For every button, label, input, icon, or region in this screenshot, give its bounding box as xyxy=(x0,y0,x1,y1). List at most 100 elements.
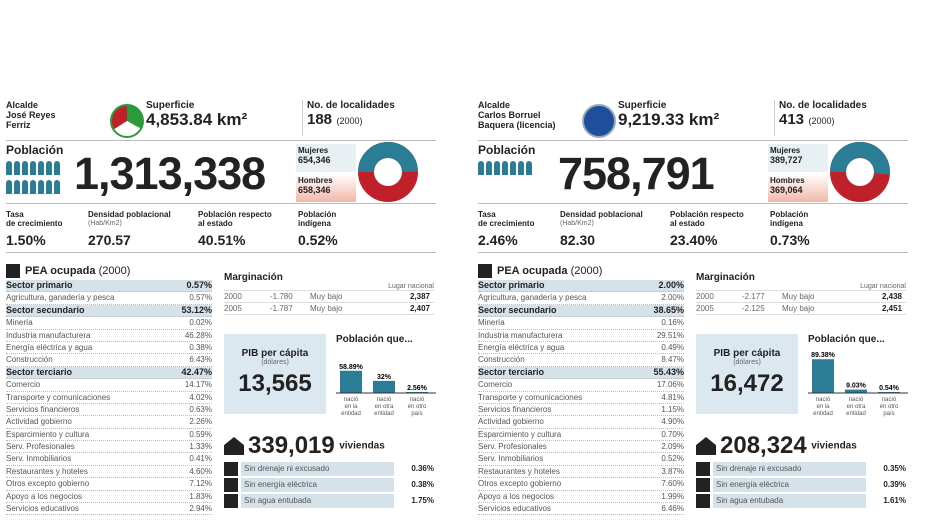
people-icon xyxy=(478,161,538,180)
pea-row: Sector secundario 38.65% xyxy=(478,304,684,318)
bar xyxy=(845,389,867,393)
bar-category-label: nació xyxy=(816,397,831,403)
worker-icon xyxy=(6,264,20,279)
vivienda-icon xyxy=(224,462,238,476)
vivienda-row: Sin agua entubada 1.61% xyxy=(696,494,908,508)
superficie: Superficie 9,219.33 km² xyxy=(618,100,720,129)
pea-row: Comercio 17.06% xyxy=(478,379,684,392)
localidades: No. de localidades 188 (2000) xyxy=(302,100,437,136)
vivienda-icon xyxy=(696,478,710,492)
pea-row: Apoyo a los negocios 1.99% xyxy=(478,491,684,504)
pea-row: Sector primario 2.00% xyxy=(478,280,684,293)
pea-row: Construcción 6.43% xyxy=(6,354,212,367)
pea-row: Energía eléctrica y agua 0.49% xyxy=(478,342,684,355)
pri-logo-icon xyxy=(110,104,144,138)
pea-row: Serv. Profesionales 2.09% xyxy=(478,441,684,454)
pea-row: Serv. Inmobiliarios 0.52% xyxy=(478,453,684,466)
pea-row: Construcción 8.47% xyxy=(478,354,684,367)
pea-row: Serv. Profesionales 1.33% xyxy=(6,441,212,454)
pea-row: Restaurantes y hoteles 4.60% xyxy=(6,466,212,479)
bar-category-label: en otra xyxy=(375,404,394,410)
pea-row: Actividad gobierno 4.90% xyxy=(478,416,684,429)
poblacion-que: Población que... 58.89% nació en la entidad… xyxy=(332,334,436,424)
bar-category-label: nació xyxy=(882,397,897,403)
pea-row: Agricultura, ganadería y pesca 2.00% xyxy=(478,292,684,305)
bar-category-label: entidad xyxy=(374,411,394,417)
vivienda-row: Sin energía eléctrica 0.39% xyxy=(696,478,908,492)
pea-table: PEA ocupada (2000) Sector primario 2.00% A… xyxy=(478,262,684,516)
poblacion-respecto: Población respecto al estado 23.40% xyxy=(670,210,744,248)
pib-per-capita: PIB per cápita (dólares) 13,565 xyxy=(224,334,326,414)
bar-value-label: 58.89% xyxy=(339,364,364,371)
municipality-panel-right: Alcalde Carlos Borruel Baquera (licencia) … xyxy=(478,96,908,521)
pea-row: Esparcimiento y cultura 0.70% xyxy=(478,429,684,442)
marginacion: Marginación Lugar nacional 2000 -2.177 Muy… xyxy=(696,272,906,315)
mayor: Alcalde José Reyes Ferriz xyxy=(6,100,56,130)
pea-row: Minería 0.16% xyxy=(478,317,684,330)
viviendas: 208,324 viviendas Sin drenaje ni excusad… xyxy=(696,432,908,508)
pea-row: Transporte y comunicaciones 4.81% xyxy=(478,392,684,404)
vivienda-row: Sin agua entubada 1.75% xyxy=(224,494,436,508)
pea-row: Energía eléctrica y agua 0.38% xyxy=(6,342,212,355)
bar-value-label: 32% xyxy=(377,374,392,381)
pea-row: Servicios educativos 2.94% xyxy=(6,503,212,516)
pea-row: Actividad gobierno 2.26% xyxy=(6,416,212,429)
bar-category-label: país xyxy=(883,411,894,417)
bar-value-label: 9.03% xyxy=(846,383,867,390)
donut-women-slice xyxy=(358,142,418,173)
bar-category-label: nació xyxy=(377,397,392,403)
bar-category-label: en otro xyxy=(880,404,899,410)
bar-category-label: en la xyxy=(816,404,830,410)
pea-row: Esparcimiento y cultura 0.59% xyxy=(6,429,212,442)
pea-row: Servicios educativos 6.46% xyxy=(478,503,684,516)
stats-row: Tasa de crecimiento 2.46% Densidad poblaci… xyxy=(478,206,908,253)
vivienda-row: Sin drenaje ni excusado 0.36% xyxy=(224,462,436,476)
bar-category-label: entidad xyxy=(341,411,361,417)
house-icon xyxy=(696,437,716,455)
bar-category-label: país xyxy=(411,411,422,417)
poblacion: Población 758,791 Mujeres 389,727 Hombres… xyxy=(478,140,908,204)
vivienda-icon xyxy=(696,462,710,476)
pea-row: Servicios financieros 0.63% xyxy=(6,404,212,417)
densidad: Densidad poblacional (Hab/Km2) 82.30 xyxy=(560,210,643,248)
bar-category-label: nació xyxy=(849,397,864,403)
population-value: 1,313,338 xyxy=(74,148,266,199)
bar xyxy=(373,380,395,393)
poblacion-respecto: Población respecto al estado 40.51% xyxy=(198,210,272,248)
poblacion-que: Población que... 89.38% nació en la entidad… xyxy=(804,334,908,424)
municipality-panel-left: Alcalde José Reyes Ferriz Superficie 4,853.… xyxy=(6,96,436,521)
pea-row: Industria manufacturera 29.51% xyxy=(478,330,684,342)
marginacion-row: 2005 -2.125 Muy bajo 2,451 xyxy=(696,303,906,315)
bar-category-label: en otro xyxy=(408,404,427,410)
vivienda-row: Sin energía eléctrica 0.38% xyxy=(224,478,436,492)
gender-split: Mujeres 654,346 Hombres 658,346 xyxy=(296,144,356,202)
population-value: 758,791 xyxy=(558,148,715,199)
bar-category-label: en la xyxy=(344,404,358,410)
bar-value-label: 2.56% xyxy=(407,385,428,392)
superficie: Superficie 4,853.84 km² xyxy=(146,100,248,129)
bar-category-label: nació xyxy=(410,397,425,403)
tasa: Tasa de crecimiento 2.46% xyxy=(478,210,535,248)
pea-row: Serv. Inmobiliarios 0.41% xyxy=(6,453,212,466)
pea-row: Sector secundario 53.12% xyxy=(6,304,212,318)
viviendas: 339,019 viviendas Sin drenaje ni excusad… xyxy=(224,432,436,508)
pea-row: Otros excepto gobierno 7.12% xyxy=(6,478,212,491)
pea-row: Otros excepto gobierno 7.60% xyxy=(478,478,684,491)
stats-row: Tasa de crecimiento 1.50% Densidad poblaci… xyxy=(6,206,436,253)
pea-row: Servicios financieros 1.15% xyxy=(478,404,684,417)
gender-donut xyxy=(830,142,890,202)
pea-row: Sector terciario 55.43% xyxy=(478,366,684,380)
gender-split: Mujeres 389,727 Hombres 369,064 xyxy=(768,144,828,202)
pea-row: Apoyo a los negocios 1.83% xyxy=(6,491,212,504)
pea-row: Comercio 14.17% xyxy=(6,379,212,392)
vivienda-icon xyxy=(224,494,238,508)
pib-per-capita: PIB per cápita (dólares) 16,472 xyxy=(696,334,798,414)
poblacion-indigena: Población indígena 0.52% xyxy=(298,210,338,248)
bar xyxy=(812,359,834,393)
pea-row: Industria manufacturera 46.28% xyxy=(6,330,212,342)
vivienda-icon xyxy=(224,478,238,492)
mayor: Alcalde Carlos Borruel Baquera (licencia) xyxy=(478,100,556,130)
localidades: No. de localidades 413 (2000) xyxy=(774,100,909,136)
pea-table: PEA ocupada (2000) Sector primario 0.57% A… xyxy=(6,262,212,516)
